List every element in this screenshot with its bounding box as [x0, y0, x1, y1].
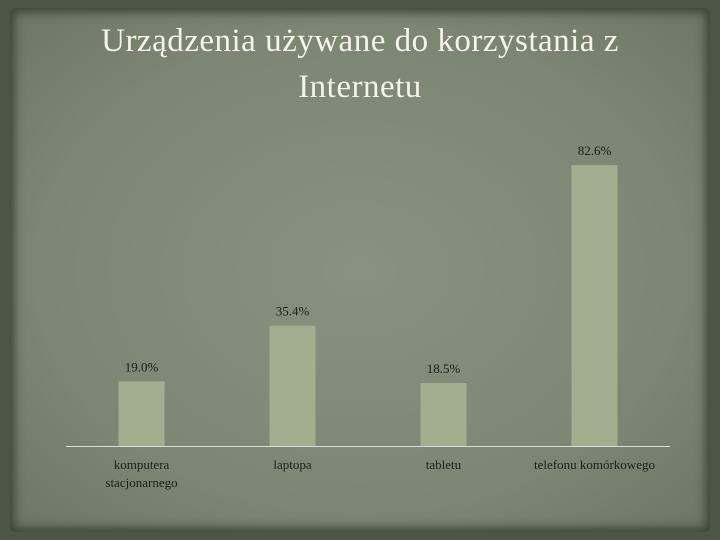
value-label: 35.4%	[276, 304, 310, 319]
bar	[420, 383, 467, 446]
value-label: 18.5%	[427, 361, 461, 376]
bar	[118, 381, 165, 446]
x-tick-label: laptopa	[273, 457, 312, 472]
bar	[269, 325, 316, 446]
x-tick-label: tabletu	[425, 457, 462, 472]
bar	[571, 165, 618, 446]
x-tick-label: telefonu komórkowego	[534, 457, 655, 472]
value-label: 82.6%	[578, 143, 612, 158]
value-label: 19.0%	[125, 359, 159, 374]
x-tick-label: komputera stacjonarnego	[105, 457, 178, 490]
chart-title: Urządzenia używane do korzystania z Inte…	[101, 23, 619, 105]
